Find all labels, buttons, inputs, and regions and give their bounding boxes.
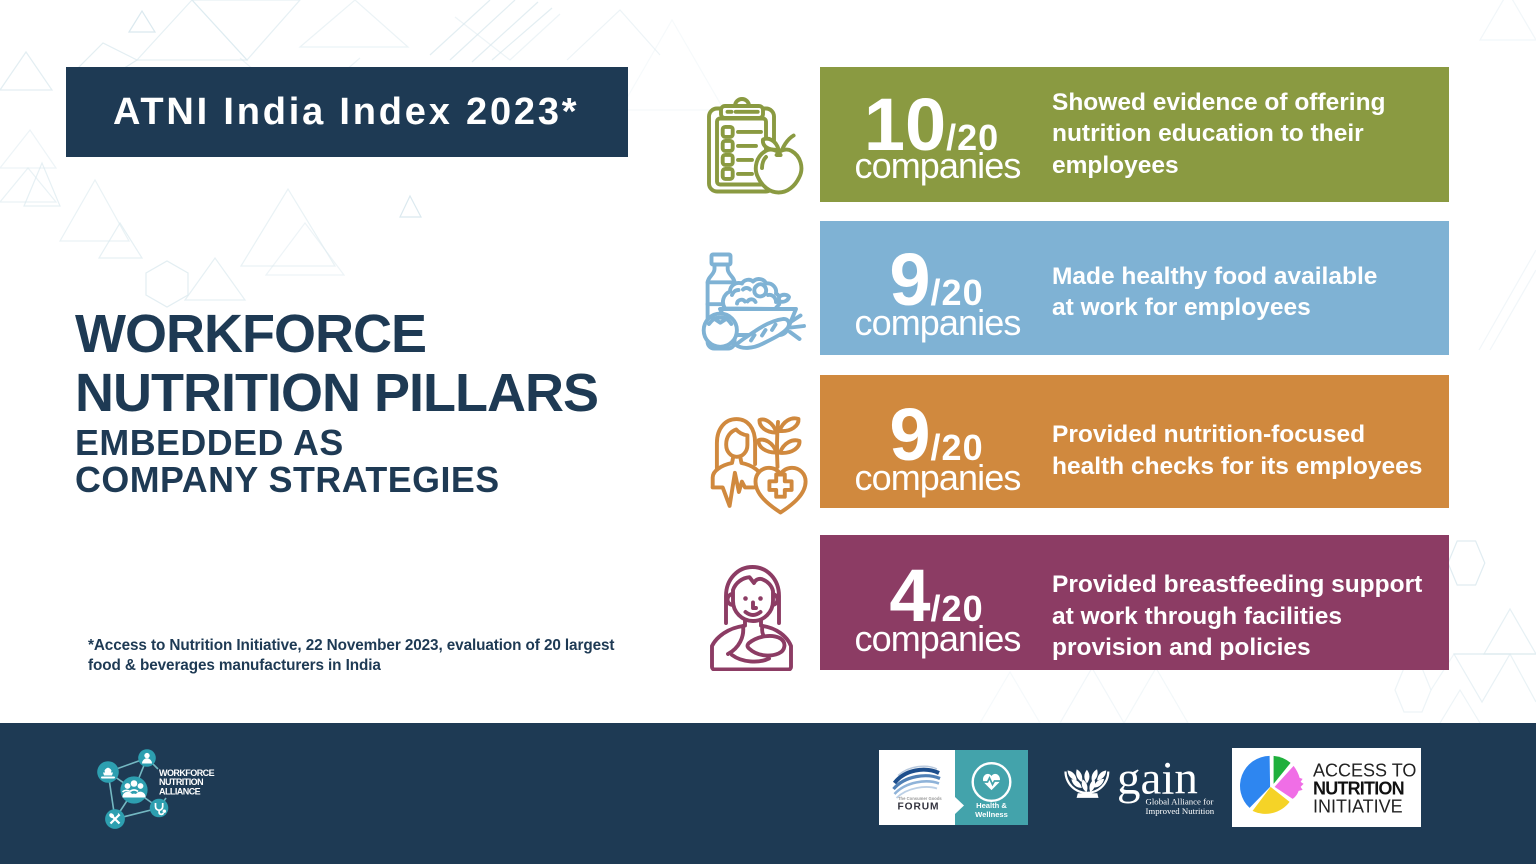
svg-text:Health &: Health & bbox=[976, 801, 1007, 810]
svg-text:The Consumer Goods: The Consumer Goods bbox=[898, 796, 942, 801]
svg-text:gain: gain bbox=[1117, 753, 1198, 805]
svg-text:Global Alliance for: Global Alliance for bbox=[1146, 797, 1214, 807]
svg-text:INITIATIVE: INITIATIVE bbox=[1313, 797, 1403, 817]
svg-text:NUTRITION: NUTRITION bbox=[159, 777, 203, 787]
svg-text:NUTRITION: NUTRITION bbox=[1313, 779, 1404, 799]
svg-text:Wellness: Wellness bbox=[975, 810, 1008, 819]
svg-text:FORUM: FORUM bbox=[898, 802, 940, 813]
svg-text:ALLIANCE: ALLIANCE bbox=[159, 786, 201, 796]
svg-text:Improved Nutrition: Improved Nutrition bbox=[1146, 806, 1215, 816]
svg-text:ACCESS TO: ACCESS TO bbox=[1313, 761, 1416, 781]
svg-text:WORKFORCE: WORKFORCE bbox=[159, 768, 215, 778]
